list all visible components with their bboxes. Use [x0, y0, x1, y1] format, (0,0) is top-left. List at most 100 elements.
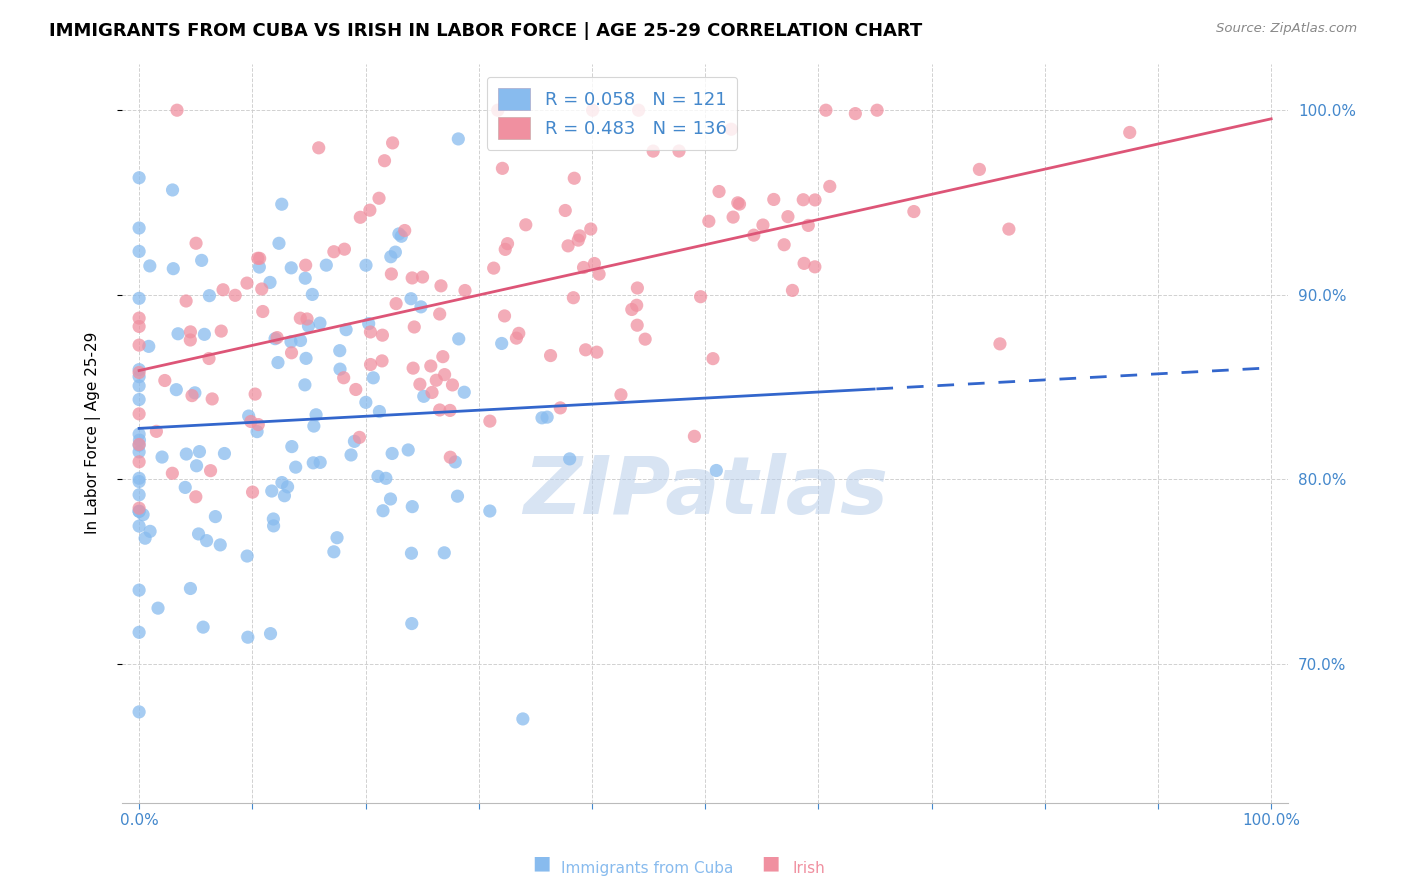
Text: ■: ■ [531, 854, 551, 872]
Point [453, 385, 475, 400]
Point [430, 278, 453, 293]
Point [776, 210, 799, 224]
Point [804, 193, 827, 207]
Point [273, 489, 295, 503]
Point [280, 345, 302, 359]
Point [259, 626, 281, 640]
Point [242, 485, 264, 500]
Point [444, 455, 467, 469]
Point [381, 136, 404, 150]
Point [193, 327, 215, 342]
Point [190, 253, 212, 268]
Point [689, 290, 711, 304]
Point [373, 153, 395, 168]
Point [903, 204, 925, 219]
Point [540, 349, 562, 363]
Point [429, 403, 451, 417]
Point [626, 298, 648, 312]
Point [332, 370, 354, 384]
Text: ■: ■ [761, 854, 780, 872]
Point [264, 332, 287, 346]
Point [683, 429, 706, 443]
Text: ZIPatlas: ZIPatlas [523, 453, 887, 532]
Point [162, 183, 184, 197]
Point [270, 197, 292, 211]
Point [162, 467, 184, 481]
Point [762, 193, 785, 207]
Point [326, 531, 349, 545]
Point [179, 333, 201, 347]
Point [246, 425, 269, 439]
Point [243, 387, 266, 401]
Point [333, 242, 356, 256]
Point [252, 304, 274, 318]
Point [354, 395, 377, 409]
Point [198, 288, 221, 302]
Point [184, 236, 207, 251]
Point [236, 276, 259, 290]
Point [128, 407, 150, 421]
Point [239, 415, 262, 429]
Point [281, 440, 304, 454]
Point [343, 434, 366, 449]
Point [793, 256, 815, 270]
Point [401, 616, 423, 631]
Point [139, 524, 162, 539]
Point [579, 222, 602, 236]
Point [184, 490, 207, 504]
Point [166, 103, 188, 118]
Point [998, 222, 1021, 236]
Point [374, 471, 396, 485]
Point [139, 259, 162, 273]
Point [634, 332, 657, 346]
Point [349, 430, 371, 444]
Point [250, 282, 273, 296]
Point [575, 343, 598, 357]
Point [627, 103, 650, 118]
Point [394, 223, 416, 237]
Point [236, 630, 259, 644]
Point [186, 458, 208, 473]
Point [204, 509, 226, 524]
Point [309, 316, 332, 330]
Point [818, 179, 841, 194]
Point [401, 271, 423, 285]
Point [720, 122, 742, 136]
Point [515, 218, 537, 232]
Point [209, 538, 232, 552]
Point [246, 252, 269, 266]
Point [581, 103, 603, 118]
Point [567, 233, 589, 247]
Point [367, 469, 389, 483]
Point [302, 419, 325, 434]
Point [260, 483, 283, 498]
Point [247, 417, 270, 432]
Point [128, 291, 150, 305]
Point [454, 284, 477, 298]
Point [150, 450, 173, 464]
Point [297, 318, 319, 333]
Point [368, 404, 391, 418]
Point [486, 103, 509, 118]
Point [371, 504, 394, 518]
Point [572, 260, 595, 275]
Point [792, 193, 814, 207]
Point [224, 288, 246, 302]
Point [585, 345, 607, 359]
Point [562, 291, 585, 305]
Point [290, 311, 312, 326]
Point [305, 408, 328, 422]
Point [727, 195, 749, 210]
Text: Irish: Irish [792, 861, 825, 876]
Point [349, 211, 371, 225]
Point [554, 203, 576, 218]
Point [138, 339, 160, 353]
Point [128, 445, 150, 459]
Point [128, 427, 150, 442]
Point [388, 227, 411, 241]
Point [814, 103, 837, 118]
Point [128, 338, 150, 352]
Point [361, 371, 384, 385]
Point [371, 354, 394, 368]
Point [707, 185, 730, 199]
